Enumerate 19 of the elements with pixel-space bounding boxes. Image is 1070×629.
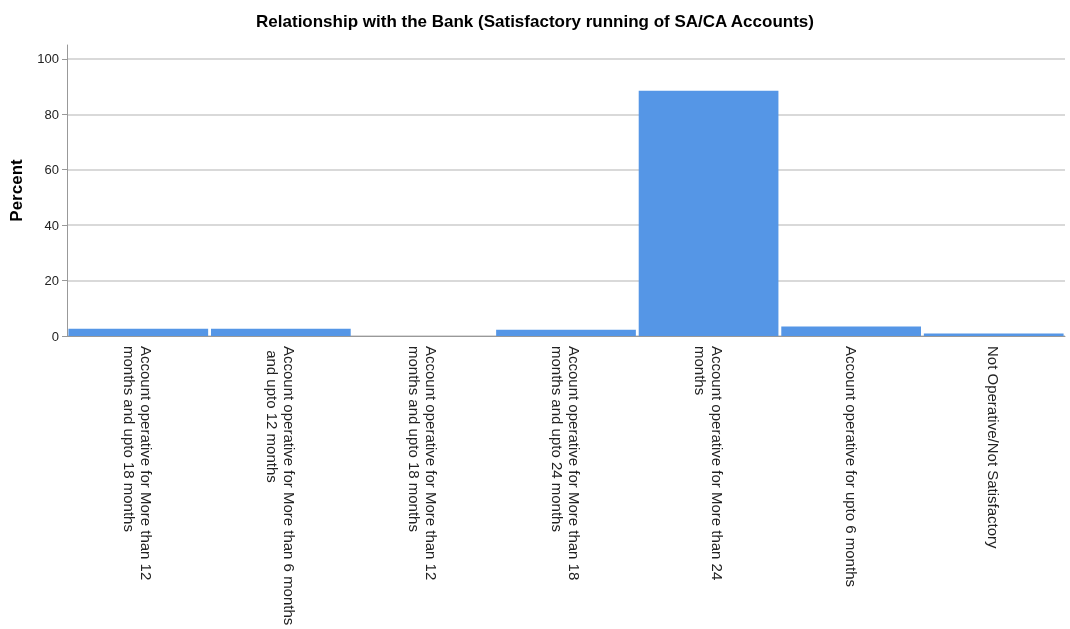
x-tick-label: Account operative for upto 6 months (842, 346, 860, 587)
y-tick-label: 0 (51, 328, 59, 344)
y-tick-label: 20 (44, 273, 59, 289)
x-tick-label: Account operative for More than 6 months and upto 12 months (263, 346, 298, 626)
x-tick-label: Not Operative/Not Satisfactory (985, 346, 1003, 550)
y-tick-label: 80 (44, 106, 59, 122)
bar (68, 328, 209, 336)
x-tick-label: Account operative for More than 12 months and upto 18 months (406, 346, 441, 585)
y-tick-label: 100 (37, 51, 59, 67)
y-tick-label: 60 (44, 162, 59, 178)
bar (496, 329, 636, 336)
bar (781, 326, 921, 336)
x-tick-label: Account operative for More than 12 months and upto 18 months (121, 346, 156, 585)
y-axis-title: Percent (7, 158, 26, 222)
bar (638, 90, 779, 336)
chart-title: Relationship with the Bank (Satisfactory running of SA/CA Accounts) (256, 12, 814, 31)
y-tick-label: 40 (44, 217, 59, 233)
bar (211, 328, 351, 336)
x-tick-label: Account operative for More than 24 months (691, 346, 726, 585)
